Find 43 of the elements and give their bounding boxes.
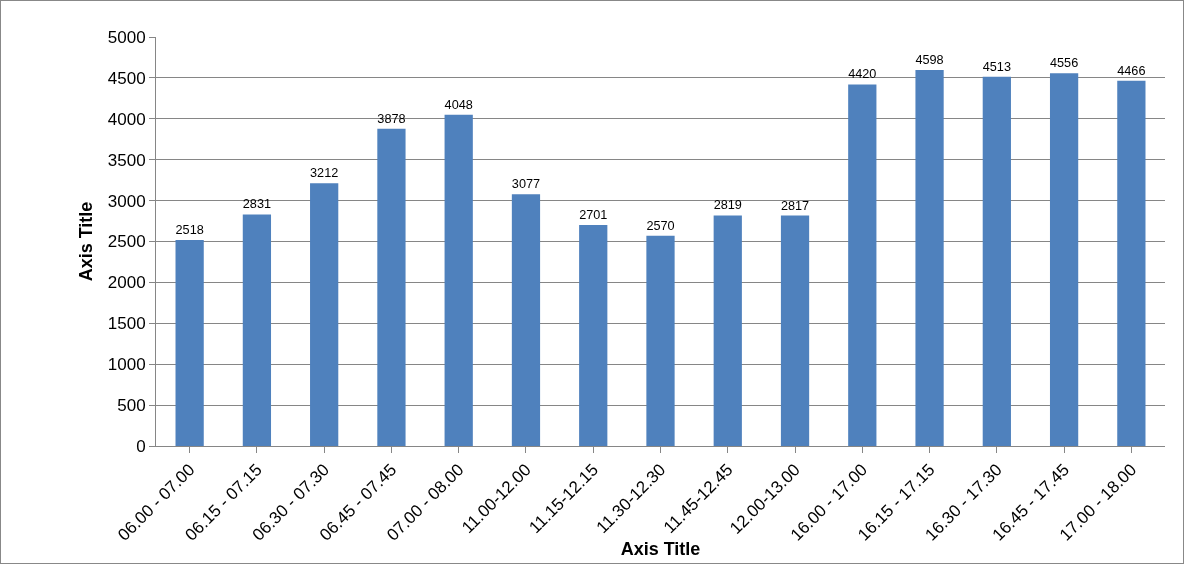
data-label: 4466 [1117,63,1146,78]
y-tick-label: 0 [136,436,146,456]
bar [1049,73,1079,446]
bar [377,128,406,446]
data-label: 2819 [713,198,742,213]
y-tick-label: 4500 [107,68,146,88]
data-label: 3212 [310,166,339,181]
bar [780,215,810,446]
y-tick-label: 3500 [107,150,146,170]
y-tick-label: 3000 [107,191,146,211]
bar [848,84,877,446]
bar [713,215,742,446]
data-label: 4513 [982,59,1011,74]
bar [242,214,272,446]
y-tick-label: 500 [117,396,146,416]
bar [982,76,1011,446]
x-axis-title: Axis Title [620,539,701,560]
bar [915,69,944,446]
data-label: 3077 [511,177,541,192]
y-tick-label: 1000 [107,355,146,375]
data-label: 4048 [444,97,473,112]
bar [310,183,339,446]
bar [579,225,608,446]
data-label: 4556 [1049,56,1079,71]
y-tick-label: 5000 [107,27,146,47]
bar [646,235,675,446]
y-tick-label: 4000 [107,109,146,129]
bar [511,194,541,446]
data-label: 2817 [780,198,810,213]
y-tick-label: 1500 [107,314,146,334]
data-label: 2518 [175,223,204,238]
bar [444,114,473,446]
bar [1117,80,1146,446]
data-label: 3878 [377,111,406,126]
data-label: 4420 [848,67,877,82]
y-tick-label: 2500 [107,232,146,252]
y-axis-title: Axis Title [75,201,96,282]
data-label: 4598 [915,52,944,67]
data-label: 2831 [242,197,272,212]
data-label: 2701 [579,208,608,223]
bar [175,240,204,446]
y-tick-label: 2000 [107,273,146,293]
data-label: 2570 [646,218,675,233]
